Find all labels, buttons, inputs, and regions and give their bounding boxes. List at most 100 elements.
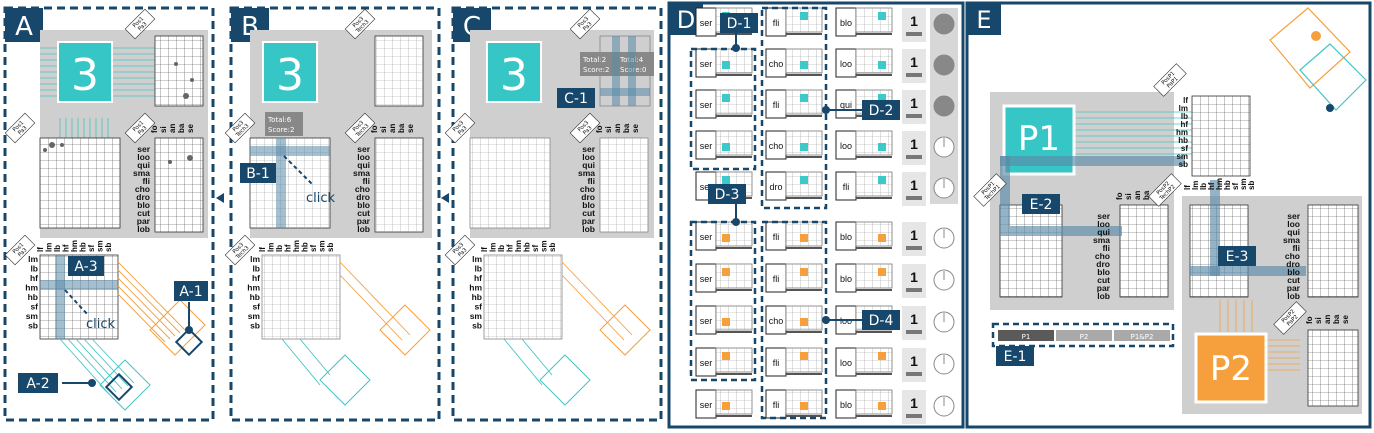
d-cell-label: loo (840, 59, 852, 69)
col-label-bottom-1-hb: hb (301, 242, 310, 252)
col-label-bottom-0-sm: sm (96, 240, 105, 252)
d-row[interactable]: ser cho loo 1 (695, 48, 955, 83)
panel-b-total: Total:6 (267, 116, 292, 124)
d-mini-cell (800, 234, 808, 242)
panel-a-dots (43, 62, 194, 164)
diamond-label-line2: Pa3 (17, 247, 29, 259)
callout-d4 (862, 310, 900, 330)
d-mini-matrix-grid (856, 8, 892, 32)
d-mini-cell (722, 94, 730, 102)
d-mini-cell (800, 176, 808, 184)
panel-a-a2-dot (88, 379, 96, 387)
callout-d1 (720, 13, 758, 33)
row-label-bottom-1-lb: lb (252, 264, 260, 274)
col-label-bottom-2-hf: hf (506, 244, 515, 252)
row-label-3-cut: cut (1097, 275, 1110, 285)
col-label-top-1-se: se (406, 124, 415, 133)
row-label-2-sma: sma (578, 168, 595, 178)
d-count: 1 (910, 136, 918, 152)
col-label-bottom-0-lf: lf (36, 247, 45, 252)
d-cell-label: ser (700, 59, 713, 69)
panel-e-segment-p1p2-label: P1&P2 (1131, 333, 1154, 341)
d-mini-cell (800, 143, 808, 151)
row-label-0-cho: cho (135, 184, 150, 194)
panel-e-segment-p1p2[interactable] (1114, 330, 1170, 341)
row-label-bottom-0-hf: hf (30, 273, 38, 283)
panel-e-p1-label: P1 (1018, 119, 1060, 159)
d-row[interactable]: ser fli loo 1 (695, 347, 955, 382)
row-label-bottom-0-sb: sb (28, 321, 38, 331)
d-cell-label: ser (700, 18, 713, 28)
d-mini-cell (722, 352, 730, 360)
panel-b-teal-diamond (319, 354, 371, 406)
callout-c1-text: C-1 (564, 91, 588, 107)
d-count-bar (906, 414, 922, 418)
row-label-bottom-0-lm: lm (28, 254, 38, 264)
panel-e-mid-matrix-grid (1120, 205, 1168, 297)
e-col-label-hb: hb (1223, 180, 1232, 190)
e-col-label-sf: sf (1231, 183, 1240, 190)
row-label-4-cho: cho (1285, 251, 1300, 261)
d-mini-cell (878, 268, 886, 276)
d-count-box (902, 8, 926, 42)
d-mini-cell (722, 176, 730, 184)
d-count-bar (906, 155, 922, 159)
d-count-box (902, 222, 926, 256)
panel-e-segment-p1[interactable] (998, 330, 1054, 341)
row-label-1-fli: fli (362, 176, 370, 186)
e-col-label-lf: lf (1183, 185, 1192, 190)
row-label-bottom-1-sb: sb (250, 321, 260, 331)
row-label-3-ser: ser (1097, 211, 1110, 221)
panel-e-right-matrix-grid (1308, 205, 1358, 297)
panel-e-segment-p2[interactable] (1056, 330, 1112, 341)
d-cell-label: ser (700, 182, 713, 192)
callout-c1 (557, 88, 595, 108)
d-count-bar (906, 372, 922, 376)
row-label-bottom-1-hm: hm (247, 283, 260, 293)
callout-b1-text: B-1 (246, 166, 270, 182)
col-label-bottom-1-lf: lf (258, 247, 267, 252)
d-row[interactable]: ser fli blo 1 (695, 389, 955, 424)
row-label-bottom-2-sf: sf (474, 302, 482, 312)
d-row[interactable]: ser fli blo 1 (695, 221, 955, 256)
d-mini-matrix-grid (716, 90, 752, 114)
panel-e-teal-diamond (1299, 43, 1367, 111)
panel-c-score-1: Score:2 (583, 66, 609, 74)
d-count: 1 (910, 311, 918, 327)
row-label-1-dro: dro (356, 192, 370, 202)
d-cell-label: ser (700, 316, 713, 326)
col-label-bottom-2-hm: hm (514, 240, 523, 252)
callout-d3-dot (732, 218, 740, 226)
d-count: 1 (910, 227, 918, 243)
col-label-top-2-fo: fo (595, 125, 604, 133)
d-row[interactable]: ser fli blo 1 (695, 263, 955, 298)
d-cell-label: qui (840, 100, 852, 110)
callout-e3-text: E-3 (1226, 249, 1249, 265)
panel-e-left-matrix-grid (1000, 205, 1062, 297)
panel-a-mid-matrix-grid (40, 138, 120, 228)
panel-a-number: 3 (71, 50, 99, 101)
panel-c-number-box (486, 41, 542, 103)
d-count: 1 (910, 395, 918, 411)
d-cell-label: loo (840, 141, 852, 151)
panel-c-right-matrix-grid (600, 138, 648, 232)
callout-e3 (1218, 246, 1256, 266)
col-label-bottom-2-lf: lf (480, 247, 489, 252)
row-label-1-par: par (357, 216, 371, 226)
col-label-top-2-si: si (604, 126, 613, 133)
d-row[interactable]: ser cho loo 1 (695, 130, 955, 165)
d-count-box (902, 49, 926, 83)
d-count-box (902, 172, 926, 206)
row-label-3-cho: cho (1095, 251, 1110, 261)
panel-b-teal-lines (281, 338, 331, 386)
d-cell-label: cho (769, 316, 784, 326)
d-mini-matrix-grid (716, 49, 752, 73)
panel-a-click-text: click (86, 317, 116, 332)
col-label-bottom-1-hf: hf (284, 244, 293, 252)
callout-a3 (68, 256, 104, 276)
d-mini-cell (722, 268, 730, 276)
